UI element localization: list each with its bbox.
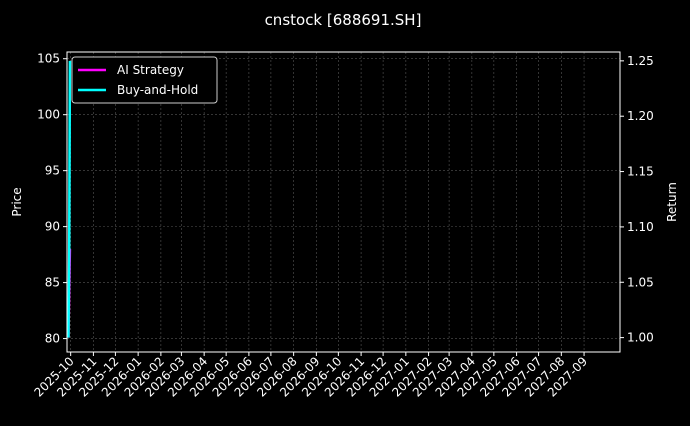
- right-axis: 1.00 1.05 1.10 1.15 1.20 1.25: [620, 54, 654, 345]
- legend: AI Strategy Buy-and-Hold: [71, 56, 218, 104]
- right-tick-label: 1.00: [627, 331, 654, 345]
- plot-frame: [66, 51, 621, 353]
- chart-title: cnstock [688691.SH]: [265, 11, 422, 29]
- legend-label-ai-strategy: AI Strategy: [117, 63, 184, 77]
- legend-label-buy-and-hold: Buy-and-Hold: [117, 83, 198, 97]
- left-tick-label: 105: [37, 52, 60, 66]
- series-lines: [67, 60, 72, 338]
- left-axis-label: Price: [10, 187, 24, 216]
- right-axis-label: Return: [665, 182, 679, 222]
- right-tick-label: 1.20: [627, 109, 654, 123]
- left-tick-label: 100: [37, 108, 60, 122]
- right-tick-label: 1.25: [627, 54, 654, 68]
- left-tick-label: 90: [45, 220, 60, 234]
- left-tick-label: 80: [45, 332, 60, 346]
- left-axis: 80 85 90 95 100 105: [37, 52, 67, 346]
- left-tick-label: 85: [45, 276, 60, 290]
- right-tick-label: 1.15: [627, 165, 654, 179]
- right-tick-label: 1.05: [627, 275, 654, 289]
- right-tick-label: 1.10: [627, 220, 654, 234]
- legend-box: [71, 56, 218, 104]
- left-tick-label: 95: [45, 164, 60, 178]
- x-axis: 2025-102025-112025-122026-012026-022026-…: [31, 352, 590, 400]
- series-line-buy-and-hold: [67, 60, 72, 338]
